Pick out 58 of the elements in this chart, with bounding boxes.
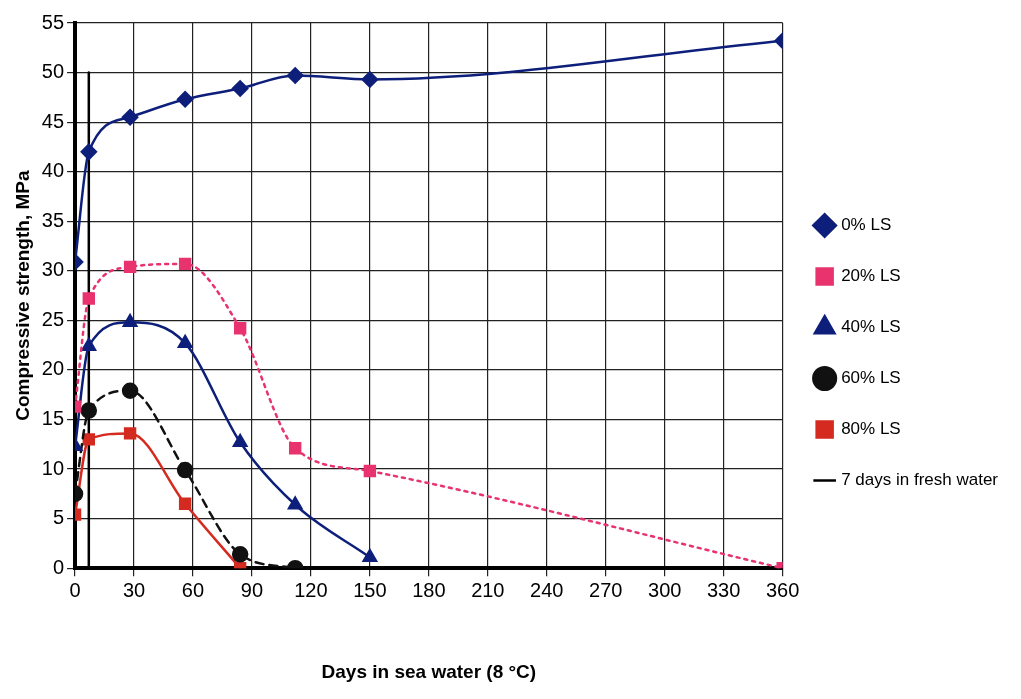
- y-tick-label: 10: [41, 456, 65, 479]
- x-tick-label: 30: [122, 578, 146, 601]
- x-tick-label: 150: [353, 578, 387, 601]
- point: [177, 334, 193, 348]
- x-tick-label: 240: [530, 578, 564, 601]
- point: [123, 427, 137, 440]
- y-tick-label: 30: [41, 258, 65, 281]
- x-tick-label: 270: [589, 578, 623, 601]
- point: [288, 442, 302, 455]
- x-tick-label: 180: [412, 578, 446, 601]
- point: [178, 257, 192, 271]
- y-tick-label: 20: [41, 357, 65, 380]
- point: [82, 433, 96, 446]
- point: [231, 546, 249, 563]
- point: [176, 91, 194, 108]
- legend-label: 7 days in fresh water: [841, 470, 999, 490]
- y-tick-label: 55: [41, 10, 65, 33]
- legend-label: 0% LS: [841, 215, 892, 235]
- point: [233, 322, 247, 335]
- point: [363, 464, 377, 478]
- point: [287, 496, 303, 510]
- x-tick-label: 60: [181, 578, 205, 601]
- y-tick-label: 15: [41, 407, 65, 430]
- x-axis-title: Days in sea water (8 °C): [321, 660, 537, 682]
- x-tick-label: 360: [765, 578, 800, 601]
- x-tick-label: 90: [240, 578, 264, 601]
- y-tick-label: 45: [41, 109, 65, 132]
- point: [123, 260, 137, 274]
- point: [81, 337, 97, 351]
- point: [362, 549, 378, 563]
- point: [122, 314, 138, 328]
- point: [286, 67, 304, 84]
- point: [80, 402, 98, 419]
- y-tick-label: 25: [41, 307, 65, 330]
- point: [176, 461, 194, 479]
- point: [232, 434, 248, 448]
- y-tick-label: 50: [41, 60, 65, 83]
- legend-label: 40% LS: [841, 317, 901, 337]
- legend-label: 80% LS: [841, 419, 901, 439]
- y-tick-label: 35: [41, 208, 65, 231]
- point: [361, 71, 379, 88]
- y-tick-label: 0: [52, 555, 65, 578]
- point: [121, 382, 139, 400]
- point: [121, 108, 139, 126]
- y-tick-label: 40: [41, 159, 65, 182]
- y-tick-label: 5: [52, 506, 65, 529]
- point: [80, 143, 98, 161]
- legend-label: 60% LS: [841, 368, 901, 388]
- legend-label: 20% LS: [841, 266, 901, 286]
- x-tick-label: 210: [471, 578, 505, 601]
- x-tick-label: 0: [69, 578, 81, 601]
- x-tick-label: 300: [648, 578, 682, 601]
- y-axis-title: Compressive strength, MPa: [11, 170, 33, 421]
- point: [178, 497, 192, 510]
- x-tick-label: 120: [294, 578, 328, 601]
- point: [231, 80, 249, 97]
- point: [82, 292, 96, 305]
- x-tick-label: 330: [706, 578, 741, 601]
